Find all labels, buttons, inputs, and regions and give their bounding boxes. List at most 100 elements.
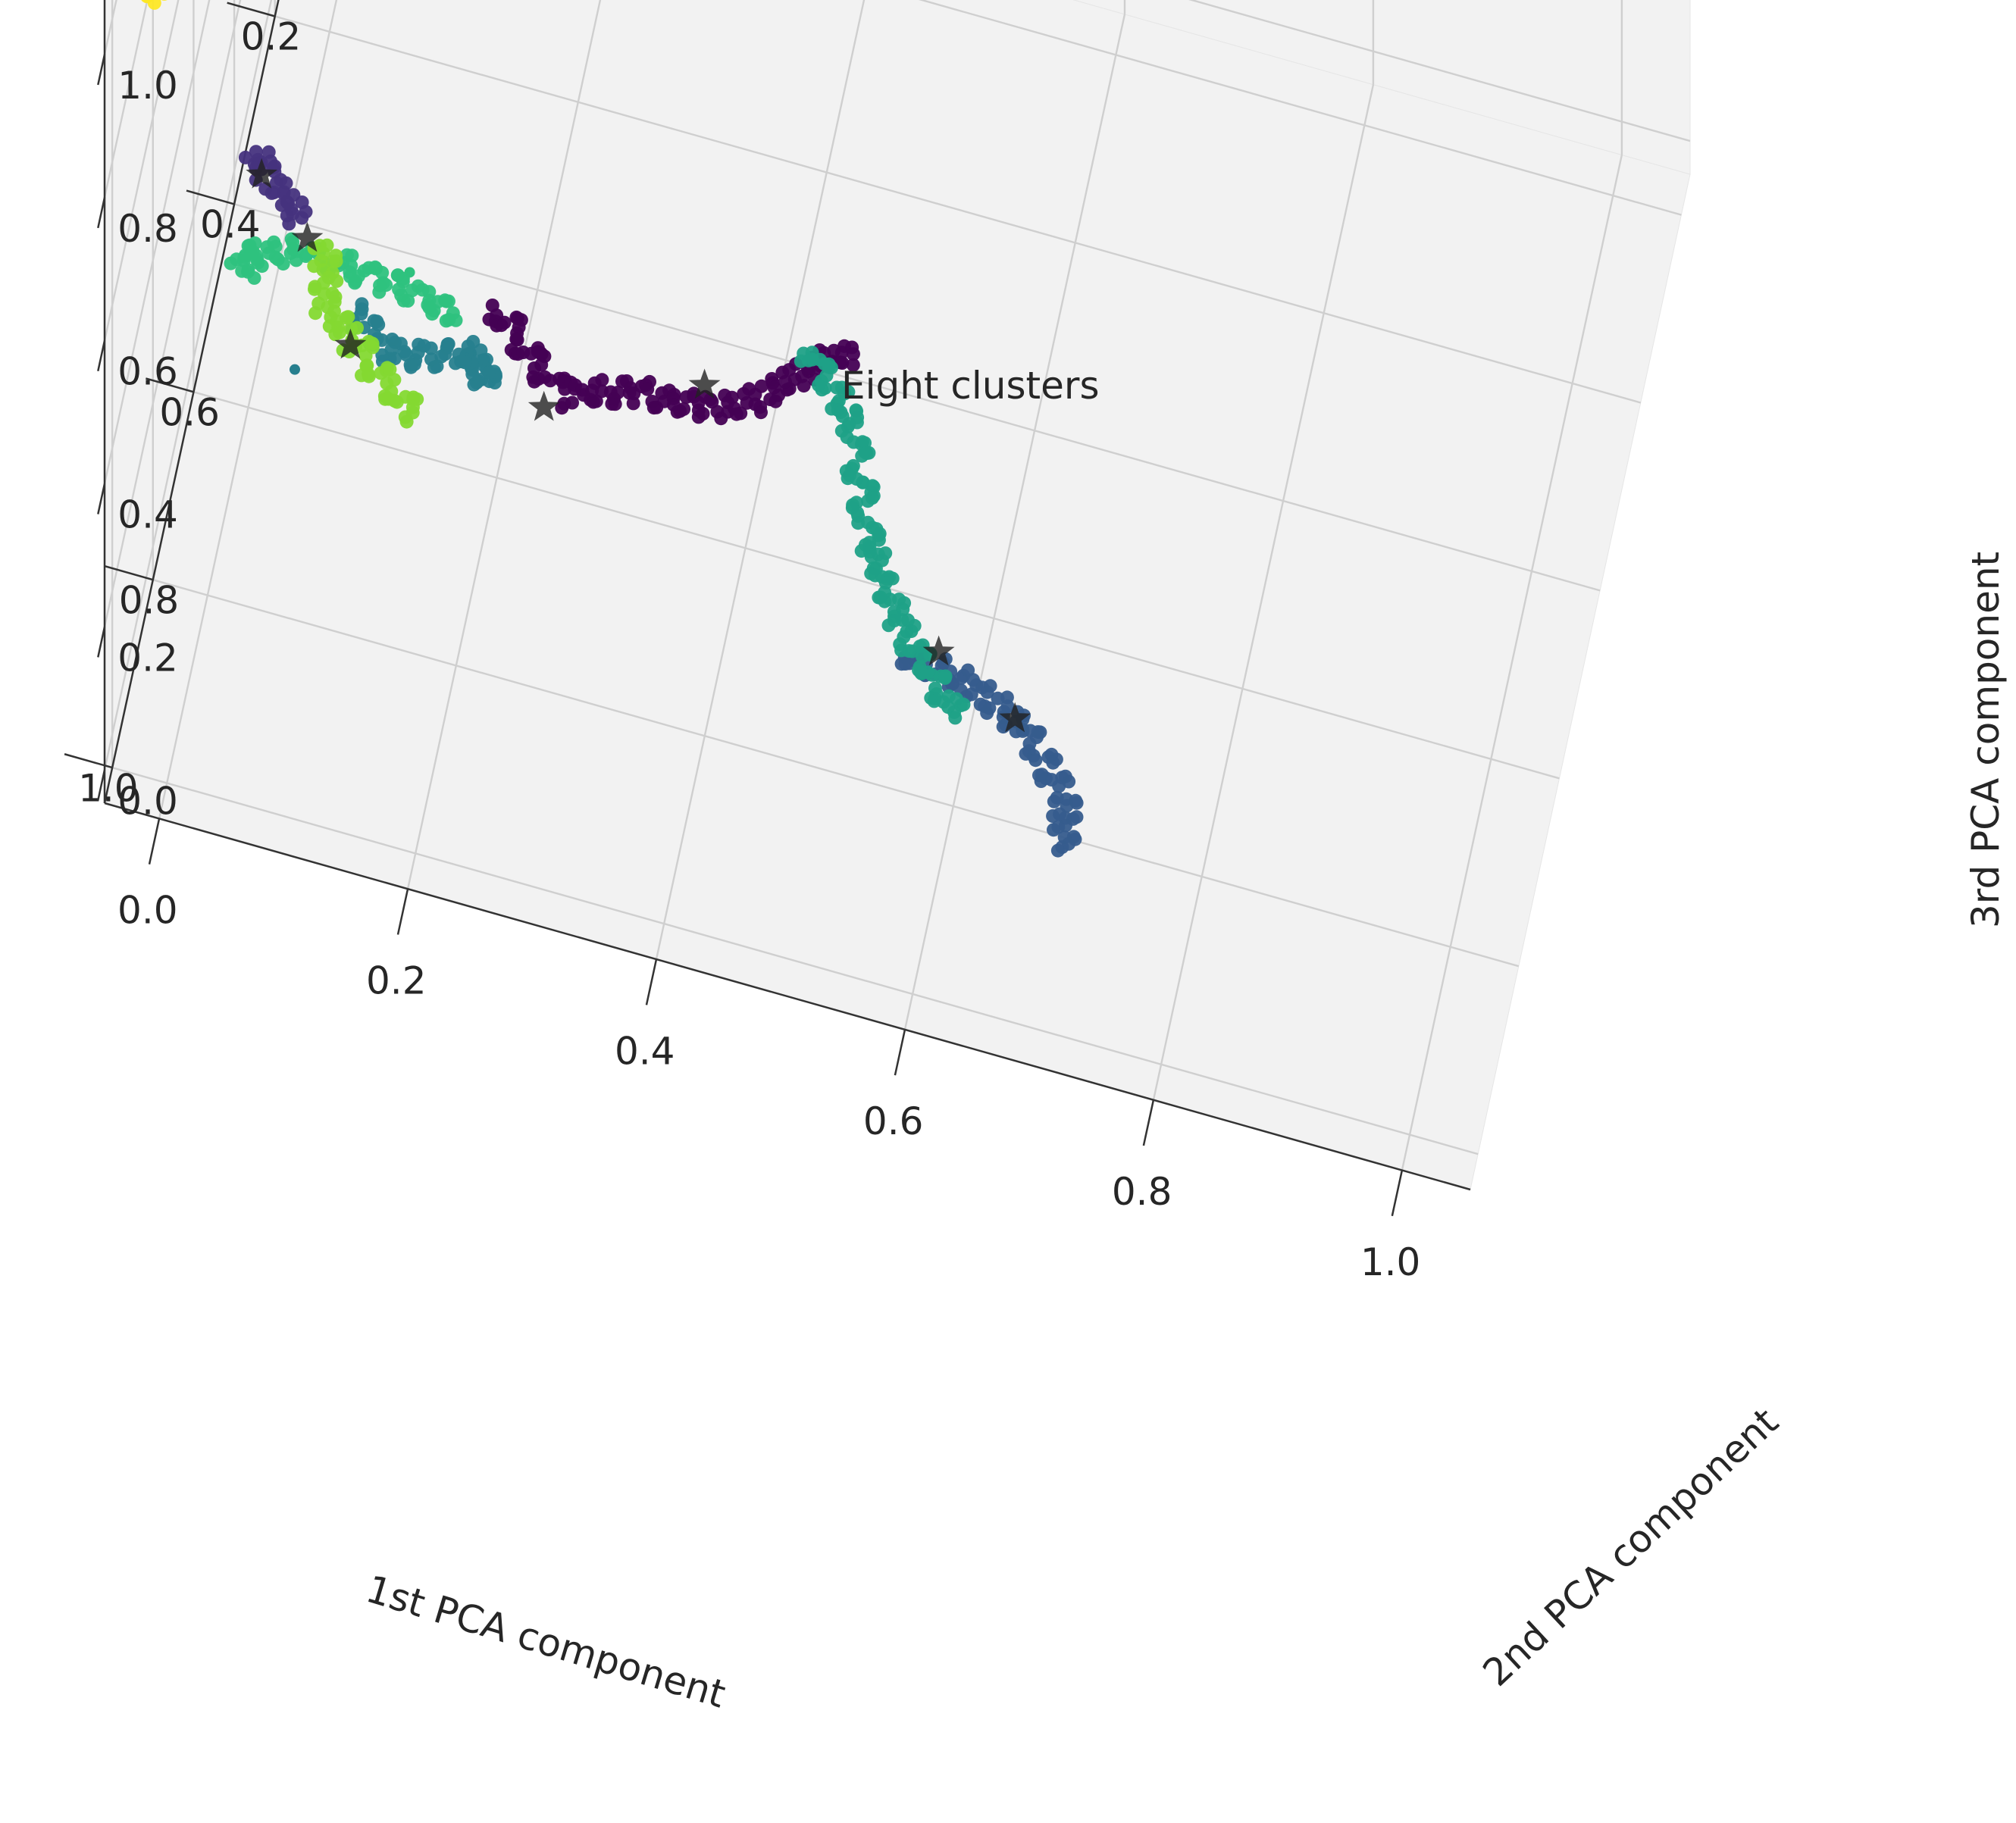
data-point <box>846 347 860 361</box>
grid-layer <box>103 0 1691 1171</box>
data-point <box>142 0 154 3</box>
z-tick-mark <box>97 54 106 86</box>
grid-line <box>103 0 149 198</box>
data-point <box>640 382 655 396</box>
y-axis-label: 2nd PCA component <box>1475 1399 1787 1695</box>
y-tick-label: 0.6 <box>159 390 220 434</box>
grid-line <box>103 0 273 771</box>
data-point <box>424 352 438 367</box>
data-point <box>345 249 359 263</box>
grid-line <box>274 15 1642 404</box>
grid-line <box>158 0 338 819</box>
data-point <box>916 649 929 664</box>
x-tick-label: 0.4 <box>615 1029 675 1073</box>
data-point <box>818 381 832 396</box>
outlier-point <box>289 364 300 375</box>
data-point <box>362 367 375 381</box>
grid-line <box>103 0 242 627</box>
cluster-centroid-star <box>527 390 560 421</box>
data-point <box>452 347 466 361</box>
data-point <box>235 264 249 278</box>
data-point <box>767 380 781 395</box>
cluster-6 <box>224 232 463 328</box>
grid-line <box>193 391 1560 780</box>
data-point <box>1052 779 1066 793</box>
data-point <box>350 321 364 335</box>
data-point <box>367 314 381 328</box>
data-point <box>161 0 167 1</box>
data-point <box>754 405 768 420</box>
data-point <box>308 306 323 321</box>
grid-line <box>1152 84 1375 1100</box>
data-point <box>497 315 512 330</box>
data-point <box>268 239 283 254</box>
data-point <box>333 325 346 339</box>
z-tick-label: 0.0 <box>117 779 178 823</box>
data-point <box>611 386 625 399</box>
cluster-centroid-star <box>999 702 1031 733</box>
grid-line <box>233 203 1601 592</box>
data-point <box>846 358 860 372</box>
z-tick-label: 1.0 <box>117 64 178 108</box>
outlier-point <box>404 267 415 278</box>
data-point <box>734 406 748 421</box>
z-tick-mark <box>97 340 106 371</box>
x-axis-line <box>104 802 1471 1191</box>
z-tick-label: 0.8 <box>117 207 178 251</box>
y-tick-mark <box>146 377 194 393</box>
data-point <box>1050 843 1065 858</box>
data-point <box>754 379 769 393</box>
back-left-pane <box>1072 0 1691 175</box>
data-point <box>938 671 952 685</box>
grid-line <box>152 579 1520 968</box>
data-point <box>835 356 850 370</box>
x-tick-label: 0.8 <box>1112 1170 1172 1214</box>
grid-line <box>1401 155 1623 1171</box>
y-tick-mark <box>64 753 113 769</box>
x-tick-mark <box>396 888 409 935</box>
x-tick-mark <box>1142 1099 1155 1146</box>
data-point <box>482 365 496 380</box>
grid-line <box>111 766 1479 1155</box>
data-point <box>399 414 414 429</box>
data-point <box>509 332 524 346</box>
y-tick-mark <box>105 565 154 581</box>
cluster-centroid-star <box>334 328 367 359</box>
y-tick-mark <box>227 2 276 17</box>
data-point <box>555 401 569 415</box>
data-point <box>375 265 390 280</box>
z-axis-label: 3rd PCA component <box>1964 552 2008 928</box>
data-point <box>851 516 866 530</box>
x-axis-label: 1st PCA component <box>362 1567 731 1717</box>
cluster-1 <box>482 299 860 426</box>
z-tick-label: 0.6 <box>117 350 178 394</box>
data-point <box>449 313 463 327</box>
data-point <box>589 394 603 408</box>
data-point <box>855 449 869 463</box>
cluster-2 <box>238 145 313 231</box>
grid-line <box>103 0 180 341</box>
y-tick-label: 0.2 <box>241 15 302 59</box>
x-tick-mark <box>645 958 658 1005</box>
z-tick-mark <box>97 197 106 229</box>
cluster-7 <box>307 238 424 429</box>
data-point <box>980 685 994 699</box>
cluster-centroid-star <box>922 635 955 666</box>
data-point <box>565 396 579 410</box>
data-point <box>440 294 453 308</box>
data-point <box>1047 823 1060 837</box>
data-point <box>1047 794 1061 808</box>
data-point <box>595 373 609 387</box>
data-point <box>1046 755 1060 770</box>
data-point <box>861 494 875 508</box>
data-point <box>401 294 415 308</box>
data-point <box>341 310 355 324</box>
data-point <box>696 407 710 421</box>
z-tick-label: 0.2 <box>117 636 178 680</box>
data-point <box>677 402 691 416</box>
grid-line <box>1188 0 1691 142</box>
cluster-centroid-star <box>291 221 324 252</box>
cluster-centroid-star <box>246 158 278 189</box>
centroid-layer <box>246 158 1031 733</box>
data-point <box>249 145 263 159</box>
